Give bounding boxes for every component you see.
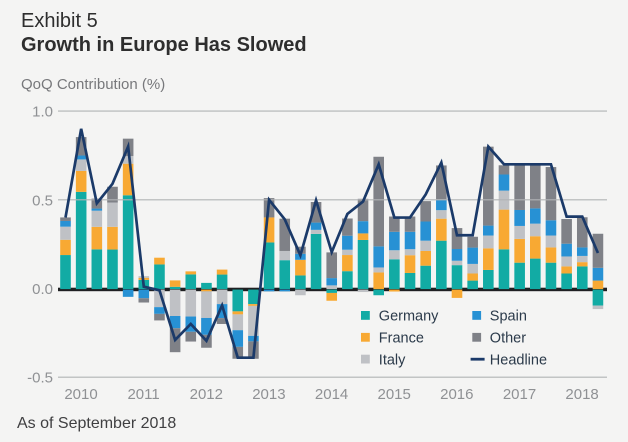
svg-text:2018: 2018 — [565, 386, 598, 403]
svg-text:Headline: Headline — [490, 352, 547, 368]
svg-text:2017: 2017 — [503, 386, 536, 403]
svg-text:Germany: Germany — [379, 309, 439, 325]
svg-text:-0.5: -0.5 — [27, 370, 53, 387]
svg-text:Other: Other — [490, 331, 526, 347]
svg-text:2016: 2016 — [440, 386, 473, 403]
svg-text:2011: 2011 — [127, 386, 159, 403]
svg-text:2010: 2010 — [64, 386, 97, 403]
svg-text:2015: 2015 — [378, 386, 411, 403]
svg-text:1.0: 1.0 — [32, 104, 53, 121]
svg-text:2013: 2013 — [252, 386, 285, 403]
svg-text:2012: 2012 — [190, 386, 223, 403]
svg-text:France: France — [379, 331, 424, 347]
svg-text:Spain: Spain — [490, 309, 527, 325]
svg-text:0.0: 0.0 — [32, 281, 53, 298]
svg-text:2014: 2014 — [315, 386, 348, 403]
svg-text:Italy: Italy — [379, 352, 406, 368]
svg-text:0.5: 0.5 — [32, 192, 53, 209]
